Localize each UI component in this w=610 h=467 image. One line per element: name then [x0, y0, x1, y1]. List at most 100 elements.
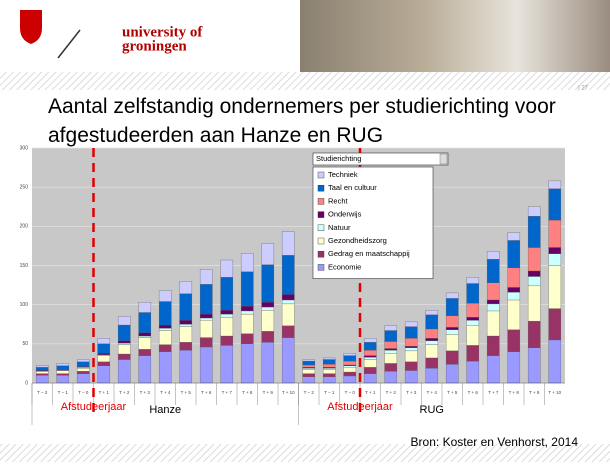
- bar-segment: [507, 299, 521, 330]
- hatch-band: [0, 444, 610, 462]
- x-tick-label: T + 3: [406, 390, 417, 395]
- bar-segment: [35, 375, 49, 384]
- legend-label: Onderwijs: [328, 210, 362, 219]
- bar-segment: [302, 359, 316, 362]
- bar-segment: [343, 360, 357, 366]
- bar-segment: [384, 353, 398, 364]
- x-tick-label: T + 1: [365, 390, 376, 395]
- header-photo: [300, 0, 610, 72]
- bar-segment: [363, 356, 377, 360]
- bar-segment: [445, 298, 459, 316]
- legend-title: Studierichting: [316, 154, 361, 163]
- legend-swatch: [317, 250, 325, 258]
- bar-segment: [240, 253, 254, 272]
- bar-segment: [97, 355, 111, 363]
- bar-segment: [466, 345, 480, 362]
- bar-segment: [220, 277, 234, 311]
- bar-segment: [404, 338, 418, 347]
- bar-segment: [322, 369, 336, 374]
- bar-segment: [404, 370, 418, 384]
- bar-segment: [281, 231, 295, 256]
- bar-segment: [466, 283, 480, 304]
- bar-segment: [527, 270, 541, 277]
- bar-segment: [527, 215, 541, 248]
- bar-segment: [97, 353, 111, 355]
- bar-segment: [261, 306, 275, 311]
- group-label: RUG: [420, 404, 444, 416]
- bar-segment: [322, 364, 336, 368]
- bar-segment: [363, 355, 377, 358]
- bar-segment: [97, 365, 111, 384]
- bar-segment: [425, 340, 439, 345]
- bar-segment: [158, 344, 172, 352]
- bar-segment: [220, 335, 234, 346]
- y-tick-label: 250: [20, 184, 29, 190]
- legend-label: Techniek: [328, 170, 358, 179]
- bar-segment: [486, 310, 500, 337]
- bar-segment: [158, 324, 172, 329]
- x-tick-label: T + 9: [529, 390, 540, 395]
- bar-segment: [527, 276, 541, 287]
- bar-segment: [76, 361, 90, 367]
- bar-segment: [363, 373, 377, 384]
- x-tick-label: T + 4: [160, 390, 171, 395]
- bar-segment: [281, 294, 295, 301]
- legend-header: [312, 152, 449, 166]
- bar-segment: [404, 321, 418, 327]
- bar-segment: [548, 180, 562, 189]
- bar-segment: [158, 351, 172, 384]
- bar-segment: [343, 367, 357, 373]
- bar-segment: [466, 317, 480, 321]
- bar-segment: [445, 334, 459, 352]
- bar-segment: [76, 359, 90, 362]
- bar-segment: [404, 326, 418, 339]
- bar-segment: [199, 317, 213, 321]
- bar-segment: [507, 232, 521, 241]
- bar-segment: [138, 337, 152, 350]
- x-tick-label: T + 1: [99, 390, 110, 395]
- bar-segment: [158, 290, 172, 302]
- bar-segment: [425, 328, 439, 339]
- x-tick-label: T – 1: [58, 390, 69, 395]
- bar-segment: [179, 324, 193, 327]
- bar-segment: [97, 343, 111, 354]
- bar-segment: [158, 301, 172, 326]
- bar-segment: [343, 371, 357, 377]
- bar-segment: [404, 347, 418, 352]
- bar-segment: [486, 251, 500, 260]
- bar-segment: [384, 348, 398, 351]
- bar-segment: [445, 327, 459, 330]
- bar-segment: [56, 370, 70, 374]
- bar-segment: [199, 269, 213, 285]
- bar-segment: [322, 376, 336, 384]
- bar-segment: [35, 367, 49, 371]
- bar-segment: [425, 338, 439, 341]
- bar-segment: [548, 265, 562, 309]
- y-tick-label: 200: [20, 224, 29, 230]
- bar-segment: [486, 259, 500, 283]
- legend-swatch: [317, 237, 325, 245]
- bar-segment: [404, 350, 418, 362]
- bar-segment: [384, 349, 398, 354]
- bar-segment: [527, 206, 541, 217]
- bar-segment: [445, 329, 459, 335]
- bar-segment: [35, 373, 49, 376]
- dropdown-button[interactable]: [439, 153, 448, 165]
- bar-segment: [363, 367, 377, 374]
- x-tick-label: T + 8: [242, 390, 253, 395]
- bar-segment: [466, 277, 480, 284]
- x-tick-label: T + 5: [181, 390, 192, 395]
- bar-segment: [199, 320, 213, 338]
- title-box: Aantal zelfstandig ondernemers per studi…: [48, 95, 556, 147]
- bar-segment: [281, 255, 295, 295]
- bar-segment: [527, 347, 541, 384]
- bar-segment: [76, 373, 90, 384]
- bar-segment: [240, 271, 254, 307]
- x-tick-label: T + 8: [509, 390, 520, 395]
- bar-segment: [138, 312, 152, 334]
- bar-segment: [343, 375, 357, 384]
- bar-segment: [97, 338, 111, 344]
- y-tick-label: 150: [20, 263, 29, 269]
- bar-segment: [261, 309, 275, 332]
